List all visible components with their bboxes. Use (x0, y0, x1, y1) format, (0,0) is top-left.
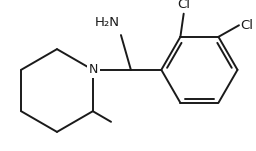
Text: Cl: Cl (241, 19, 254, 32)
Text: Cl: Cl (177, 0, 190, 11)
Text: H₂N: H₂N (94, 16, 120, 29)
Text: N: N (89, 63, 98, 76)
